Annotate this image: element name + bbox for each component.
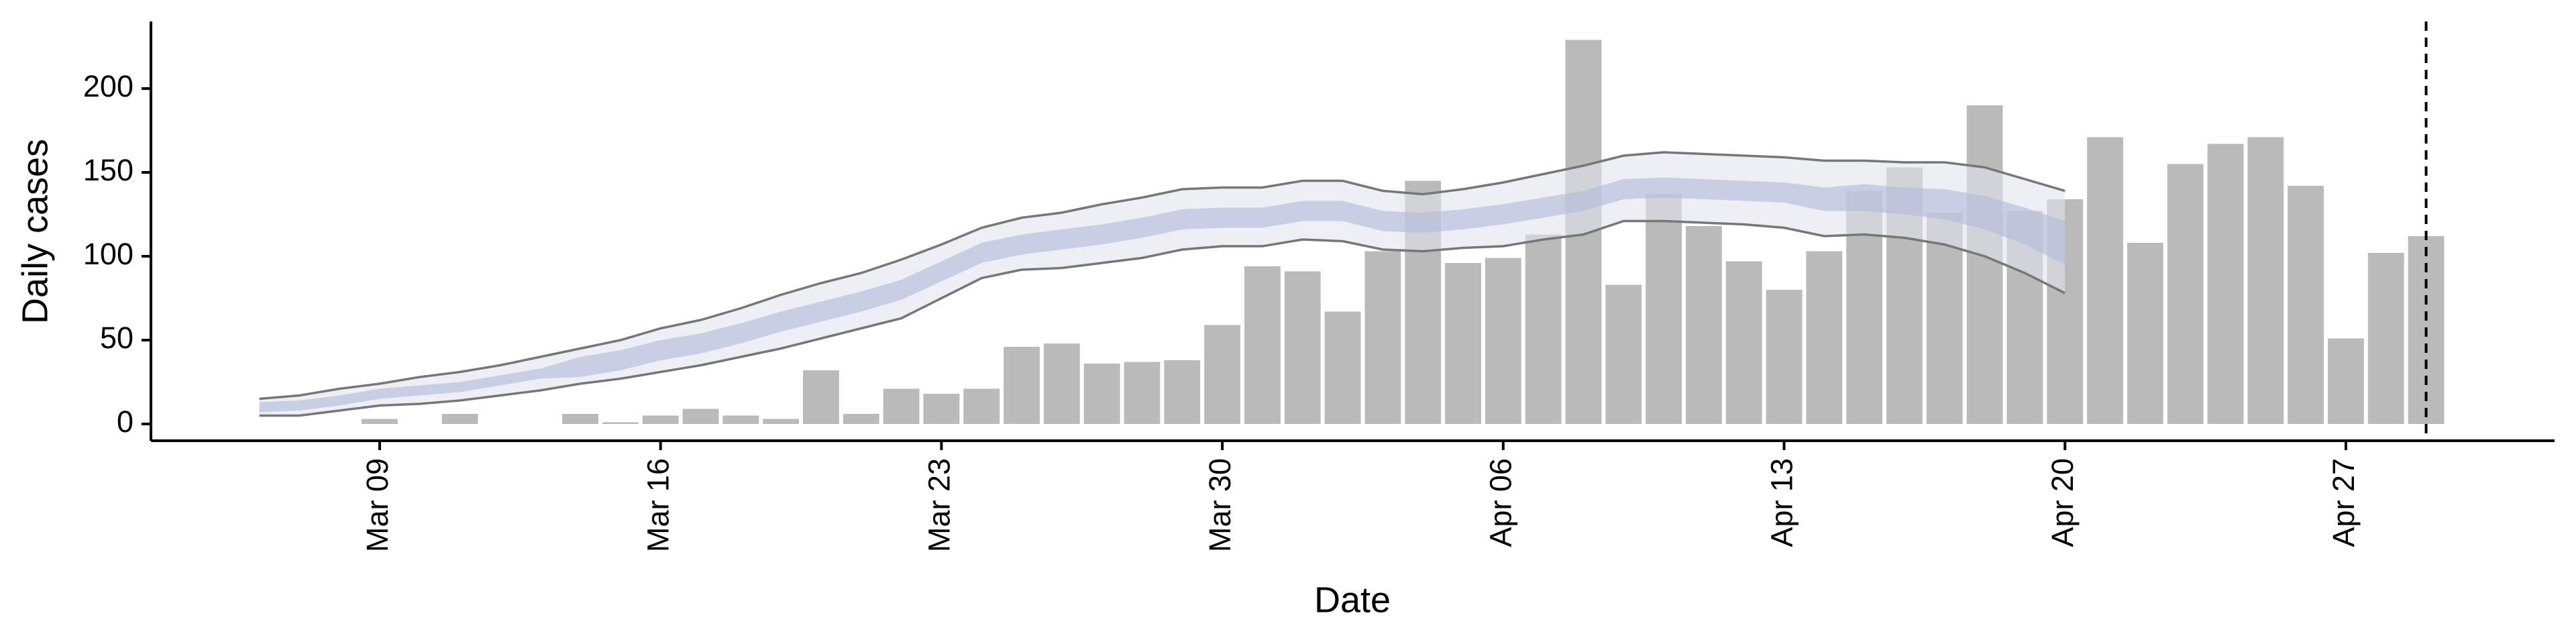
band-area <box>259 177 2065 413</box>
y-tick-label: 100 <box>83 237 133 271</box>
bar <box>1004 347 1040 424</box>
y-tick-label: 200 <box>83 69 133 103</box>
bar <box>963 388 1000 424</box>
bar <box>803 370 839 424</box>
x-tick-label: Mar 30 <box>1203 458 1237 552</box>
bar <box>722 415 759 424</box>
x-tick-label: Apr 20 <box>2045 458 2080 547</box>
bar <box>1806 251 1843 424</box>
bar <box>2247 137 2284 424</box>
bar <box>1043 343 1080 424</box>
bar <box>2328 338 2364 424</box>
bar <box>2207 144 2244 424</box>
bar <box>1966 105 2003 424</box>
bar <box>2087 137 2123 424</box>
y-tick-label: 0 <box>117 405 133 439</box>
bar <box>923 394 960 424</box>
y-axis-title: Daily cases <box>15 139 55 324</box>
bar <box>562 414 598 424</box>
x-tick-label: Apr 13 <box>1764 458 1799 547</box>
bar <box>1204 325 1241 424</box>
bar <box>1525 234 1562 424</box>
bar <box>441 414 478 424</box>
bar <box>1445 263 1481 424</box>
band-upper-line <box>259 151 2065 400</box>
bar <box>2288 186 2324 424</box>
bar <box>602 422 639 424</box>
bar <box>1485 258 1521 424</box>
bar <box>1646 194 1682 424</box>
x-tick-label: Mar 23 <box>922 458 956 552</box>
bar <box>2127 243 2163 424</box>
bar <box>2367 253 2404 424</box>
bar <box>1164 360 1201 424</box>
bar <box>1124 362 1161 424</box>
bar <box>1605 284 1642 424</box>
bar <box>1725 261 1762 424</box>
bar <box>1244 266 1281 424</box>
bar <box>883 388 920 424</box>
bar <box>1766 290 1803 424</box>
x-tick-label: Mar 09 <box>360 458 394 552</box>
bar <box>843 414 879 424</box>
bar <box>1284 271 1321 424</box>
x-tick-label: Mar 16 <box>641 458 676 552</box>
bar <box>642 415 679 424</box>
y-tick-label: 50 <box>100 321 133 355</box>
x-axis-title: Date <box>1314 580 1391 620</box>
bar <box>1324 311 1361 424</box>
bar <box>1685 226 1722 424</box>
bar <box>1364 251 1401 424</box>
bar <box>682 409 719 424</box>
bar <box>362 419 398 424</box>
bar <box>2167 164 2204 424</box>
band-lower-line <box>259 219 2065 417</box>
x-tick-label: Apr 27 <box>2326 458 2361 547</box>
bar <box>1083 364 1120 424</box>
bar <box>763 419 800 424</box>
x-tick-label: Apr 06 <box>1484 458 1518 547</box>
y-tick-label: 150 <box>83 153 133 187</box>
